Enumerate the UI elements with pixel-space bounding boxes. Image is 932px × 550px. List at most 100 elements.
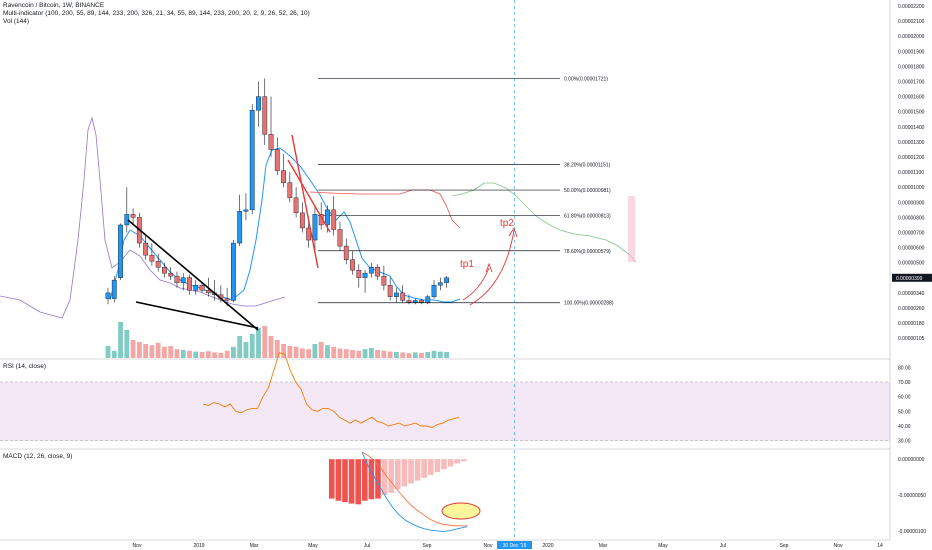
volume-bar [312, 344, 318, 358]
macd-histogram-bar [362, 459, 368, 501]
volume-legend[interactable]: Vol (144) [3, 18, 30, 25]
candle-body [425, 296, 431, 303]
price-tick-label: 0.00002100 [898, 19, 925, 25]
price-tick-label: 0.00000105 [898, 336, 925, 342]
rsi-tick-label: 50.00 [898, 409, 911, 415]
macd-histogram-bar [414, 459, 421, 481]
rsi-legend[interactable]: RSI (14, close) [3, 363, 46, 370]
price-tick-label: 0.00001000 [898, 185, 925, 191]
price-tick-label: 0.00000340 [898, 291, 925, 297]
volume-bar [187, 350, 192, 358]
time-tick-label: May [308, 543, 318, 549]
last-price-label: 0.00000399 [896, 276, 923, 282]
volume-bar [406, 353, 412, 358]
arrow-head [485, 262, 493, 273]
volume-bar [293, 346, 299, 358]
volume-bar [205, 351, 211, 358]
projection-arrow [462, 267, 490, 301]
price-tick-label: 0.00000500 [898, 261, 925, 267]
candle-body [350, 259, 355, 271]
candle-body [331, 209, 337, 230]
price-tick-label: 0.00001400 [898, 125, 925, 131]
volume-bar [162, 346, 167, 358]
volume-bar [193, 351, 199, 358]
volume-bar [212, 352, 217, 358]
symbol-title[interactable]: Ravencoin / Bitcoin, 1W, BINANCE [3, 2, 105, 9]
macd-histogram-bar [355, 459, 361, 505]
time-tick-label: Nov [484, 543, 493, 549]
candle-body [130, 214, 136, 218]
time-tick-label: 2019 [193, 543, 204, 549]
candle-body [268, 134, 274, 150]
volume-bar [256, 328, 261, 358]
price-tick-label: 0.00002200 [898, 4, 925, 10]
tp2-label: tp2 [500, 218, 514, 229]
volume-bar [149, 345, 155, 358]
price-tick-label: 0.00000260 [898, 306, 925, 312]
macd-pane[interactable] [329, 451, 481, 533]
price-pane[interactable]: 0.00%(0.00001721) 38.20%(0.00001151) 50.00… [0, 76, 637, 358]
macd-line [361, 451, 468, 533]
volume-bar [343, 349, 349, 358]
volume-bar [350, 350, 355, 358]
candle-body [368, 266, 374, 274]
time-tick-label: Jul [720, 543, 726, 549]
ema-line [109, 147, 461, 303]
volume-bar [425, 352, 431, 358]
time-tick-label: Sep [780, 543, 789, 549]
volume-bar [375, 350, 381, 358]
downtrend-line [287, 159, 331, 233]
macd-histogram-bar [434, 459, 441, 473]
fib-level-label: 78.60%(0.00000579) [564, 249, 611, 255]
macd-histogram-bar [348, 459, 355, 504]
candle-body [174, 275, 180, 283]
rsi-tick-label: 70.00 [898, 380, 911, 386]
macd-histogram-bar [454, 459, 460, 464]
trendline-upper [127, 219, 259, 331]
indicator-legend[interactable]: Multi-indicator (100, 200, 55, 89, 144, … [3, 10, 310, 17]
price-tick-label: 0.00001200 [898, 155, 925, 161]
volume-bar [368, 348, 374, 358]
price-tick-label: 0.00000700 [898, 231, 925, 237]
macd-legend[interactable]: MACD (12, 26, close, 9) [3, 453, 73, 460]
macd-histogram-bar [342, 459, 348, 503]
macd-histogram-bar [335, 459, 342, 501]
candle-body [143, 242, 149, 256]
macd-tick-label: 0.00000000 [898, 457, 925, 463]
macd-tick-label: -0.00000100 [898, 529, 926, 535]
volume-bar [180, 350, 186, 358]
price-tick-label: 0.00001800 [898, 64, 925, 70]
highlight-ellipse [441, 502, 481, 520]
macd-histogram-bar [441, 459, 447, 470]
rsi-pane[interactable] [0, 352, 890, 441]
rsi-tick-label: 80.00 [898, 365, 911, 371]
price-tick-label: 0.00001900 [898, 49, 925, 55]
cloud-segment [628, 196, 635, 262]
volume-bar [143, 344, 149, 358]
last-price-badge [892, 273, 932, 282]
volume-bar [105, 346, 111, 358]
volume-bar [118, 322, 123, 358]
rsi-tick-label: 30.00 [898, 439, 911, 445]
candle-body [293, 197, 299, 214]
volume-bar [249, 334, 255, 358]
macd-histogram-bar [395, 459, 401, 490]
macd-histogram-bar [381, 459, 388, 495]
candle-body [149, 254, 155, 262]
moving-average-line [0, 116, 286, 319]
candle-body [243, 209, 249, 212]
candle-body [312, 214, 318, 241]
rsi-tick-label: 40.00 [898, 424, 911, 430]
candle-body [400, 292, 406, 301]
volume-bar [268, 336, 274, 358]
candle-body [287, 182, 293, 198]
candle-body [437, 282, 443, 286]
volume-bar [444, 352, 449, 358]
rsi-tick-label: 60.00 [898, 395, 911, 401]
volume-bar [299, 348, 305, 358]
cloud-line-green [451, 182, 637, 263]
volume-bar [174, 349, 180, 358]
volume-bar [318, 342, 324, 358]
volume-bar [281, 344, 286, 358]
